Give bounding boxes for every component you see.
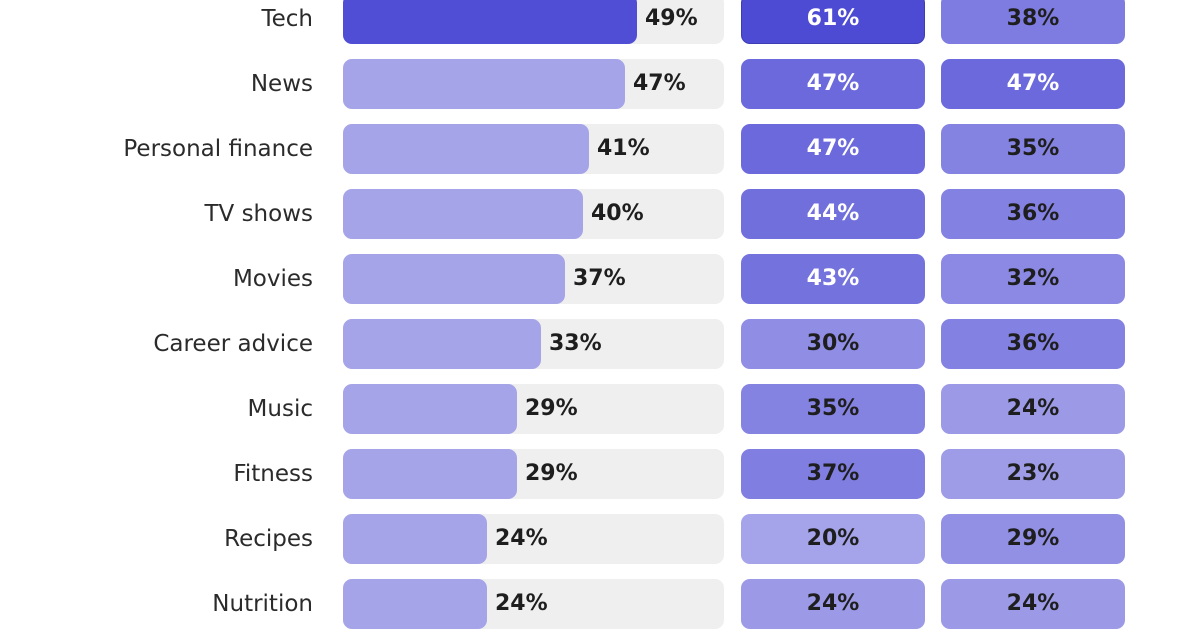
bar-value-label: 37% (573, 266, 626, 291)
heat-cell (941, 514, 1125, 564)
heat-cell-value: 32% (1006, 266, 1060, 291)
heat-cell (741, 189, 925, 239)
bar (343, 319, 541, 369)
heat-cell (741, 254, 925, 304)
heat-cell-value: 36% (1006, 201, 1060, 226)
category-label: Personal finance (123, 136, 313, 162)
category-label: Recipes (224, 526, 313, 552)
category-label: Fitness (233, 461, 313, 487)
heat-cell (741, 514, 925, 564)
bar-value-label: 33% (549, 331, 602, 356)
heat-cell (941, 579, 1125, 629)
category-label: Nutrition (212, 591, 313, 617)
heat-cell-value: 24% (1006, 591, 1060, 616)
heat-cell (941, 124, 1125, 174)
heat-cell-value: 36% (1006, 331, 1060, 356)
heat-cell-value: 47% (806, 136, 860, 161)
category-label: Movies (232, 266, 313, 292)
heat-cell-value: 47% (1006, 71, 1060, 96)
heat-cell (941, 254, 1125, 304)
bar-value-label: 24% (495, 526, 548, 551)
heat-cell-value: 37% (806, 461, 860, 486)
bar (343, 59, 625, 109)
heat-cell (941, 189, 1125, 239)
heat-cell-value: 35% (806, 396, 860, 421)
bar (343, 449, 517, 499)
heat-cell-value: 24% (806, 591, 860, 616)
heat-cell-value: 29% (1006, 526, 1060, 551)
heat-cell-value: 43% (806, 266, 860, 291)
bar-value-label: 49% (645, 6, 698, 31)
heat-cell (741, 384, 925, 434)
heat-cell (941, 319, 1125, 369)
heat-cell-value: 35% (1006, 136, 1060, 161)
heat-cell-value: 61% (806, 6, 860, 31)
heat-cell-value: 30% (806, 331, 860, 356)
bar (343, 0, 637, 44)
bar (343, 514, 487, 564)
heat-cell (741, 449, 925, 499)
category-label: Music (247, 396, 313, 422)
bar-value-label: 47% (633, 71, 686, 96)
category-label: Tech (261, 6, 313, 32)
bar (343, 124, 589, 174)
heat-cell (941, 384, 1125, 434)
heat-cell-value: 24% (1006, 396, 1060, 421)
bar-value-label: 24% (495, 591, 548, 616)
bar (343, 189, 583, 239)
heat-cell (741, 319, 925, 369)
heat-cell (941, 59, 1125, 109)
category-label: TV shows (204, 201, 313, 227)
heat-cell-value: 38% (1006, 6, 1060, 31)
heat-cell-value: 44% (806, 201, 860, 226)
bar (343, 254, 565, 304)
bar-value-label: 29% (525, 396, 578, 421)
category-label: Career advice (153, 331, 313, 357)
heat-cell (741, 579, 925, 629)
heat-cell (941, 449, 1125, 499)
bar-value-label: 41% (597, 136, 650, 161)
category-label: News (250, 71, 313, 97)
bar (343, 384, 517, 434)
heat-cell (741, 124, 925, 174)
heat-cell-value: 23% (1006, 461, 1060, 486)
bar (343, 579, 487, 629)
heat-cell-value: 47% (806, 71, 860, 96)
heat-cell-value: 20% (806, 526, 860, 551)
heat-cell (741, 59, 925, 109)
bar-value-label: 29% (525, 461, 578, 486)
heat-cell (941, 0, 1125, 44)
heat-cell (741, 0, 925, 44)
bar-value-label: 40% (591, 201, 644, 226)
